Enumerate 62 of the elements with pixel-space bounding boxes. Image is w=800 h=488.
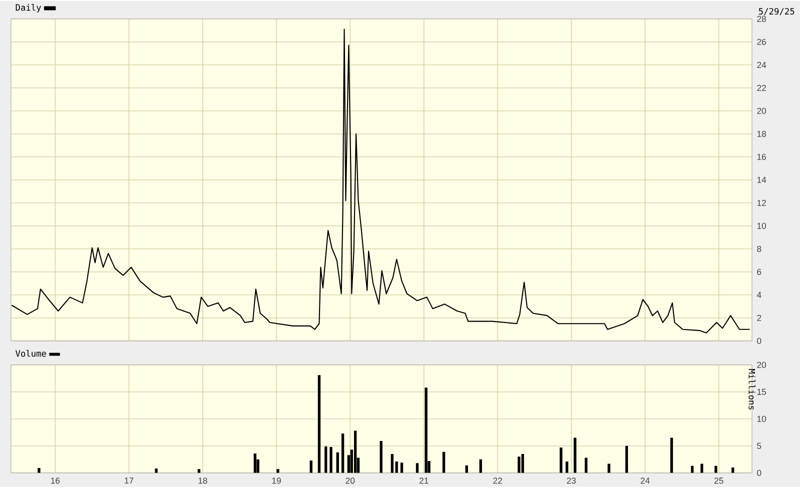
bar [442,452,446,473]
y-axis-title: Millions [748,368,756,410]
x-tick-label: 19 [272,478,281,484]
bar [198,469,200,473]
y-tick-label: 2 [757,314,762,321]
bar [584,458,588,473]
y-tick-label: 6 [757,268,762,275]
y-tick-label: 4 [756,292,762,298]
y-tick-label: 22 [757,84,766,91]
legend-label: Volume [16,350,46,357]
y-tick-label: 20 [757,362,766,368]
bar [324,446,328,473]
y-tick-label: 20 [757,108,766,114]
bar [416,463,419,473]
bar [424,387,428,473]
x-tick-label: 25 [714,478,724,484]
y-tick-label: 12 [757,200,766,206]
bar [479,459,482,473]
y-tick-label: 14 [757,176,766,183]
bar [518,456,520,473]
y-tick-label: 10 [757,222,766,229]
bar [670,438,673,473]
y-tick-label: 0 [757,470,762,476]
y-tick-label: 15 [757,388,766,395]
x-tick-label: 23 [566,478,576,484]
text: 5/29/25 [758,8,794,16]
y-tick-label: 26 [757,38,766,45]
x-tick-label: 20 [346,478,355,484]
y-tick-label: 8 [757,246,762,252]
legend-label: Daily [16,4,42,12]
bar [354,430,357,473]
bar [318,375,321,473]
y-tick-label: 5 [757,442,762,449]
x-tick-label: 21 [420,478,428,484]
y-tick-label: 10 [757,416,766,422]
bar [625,446,628,473]
bar [400,462,404,473]
y-tick-label: 18 [757,130,766,137]
bar [521,454,524,473]
bar [330,446,332,473]
x-tick-label: 24 [640,478,650,484]
bar [310,460,312,473]
bar [380,440,382,473]
bar [560,447,562,473]
bar [254,453,256,473]
y-tick-label: 24 [757,62,766,68]
bar [700,464,704,473]
x-tick-label: 17 [124,478,134,484]
x-tick-label: 18 [198,478,208,484]
y-tick-label: 0 [757,338,762,344]
y-tick-label: 16 [757,154,766,160]
bar [566,461,568,473]
y-tick-label: 28 [757,16,766,22]
bar [38,468,40,473]
x-tick-label: 22 [493,478,502,484]
x-tick-label: 16 [51,478,60,484]
bar [390,454,394,473]
bar [574,438,576,473]
bar [341,433,344,473]
bar [608,464,610,473]
bar [395,461,398,473]
bar [336,452,339,473]
